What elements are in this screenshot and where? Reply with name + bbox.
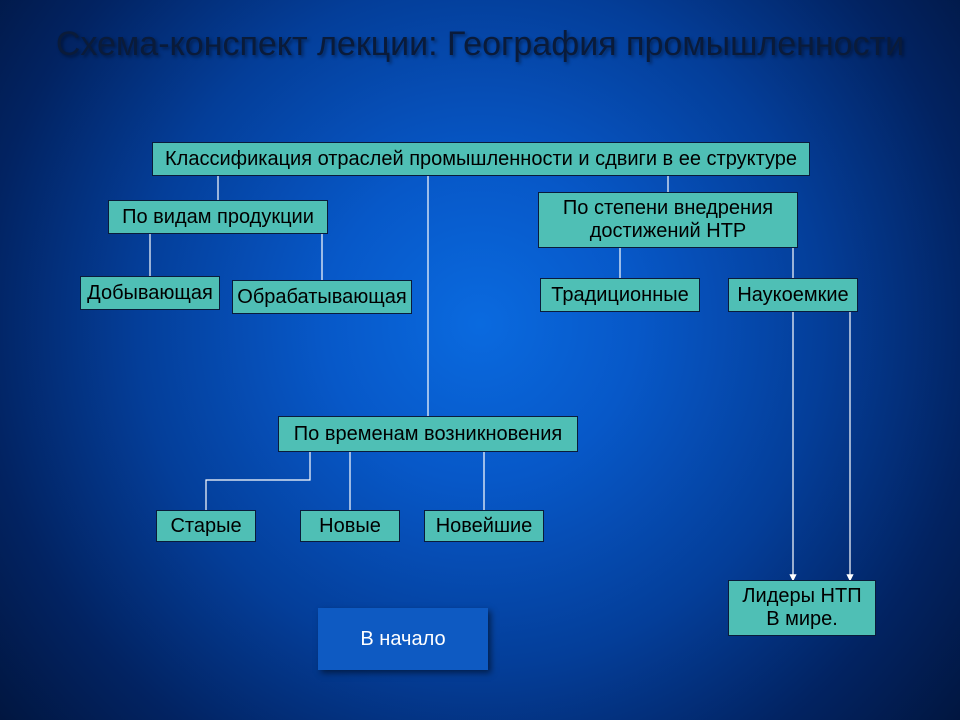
node-leaders: Лидеры НТП В мире. <box>728 580 876 636</box>
node-new: Новые <box>300 510 400 542</box>
slide-title: Схема-конспект лекции: География промышл… <box>0 24 960 65</box>
node-by-ntr: По степени внедрения достижений НТР <box>538 192 798 248</box>
back-to-start-button[interactable]: В начало <box>318 608 488 670</box>
node-traditional: Традиционные <box>540 278 700 312</box>
node-by-time: По временам возникновения <box>278 416 578 452</box>
slide: Схема-конспект лекции: География промышл… <box>0 0 960 720</box>
node-newest: Новейшие <box>424 510 544 542</box>
node-processing: Обрабатывающая <box>232 280 412 314</box>
node-root: Классификация отраслей промышленности и … <box>152 142 810 176</box>
node-mining: Добывающая <box>80 276 220 310</box>
node-by-product: По видам продукции <box>108 200 328 234</box>
node-science-intensive: Наукоемкие <box>728 278 858 312</box>
node-old: Старые <box>156 510 256 542</box>
